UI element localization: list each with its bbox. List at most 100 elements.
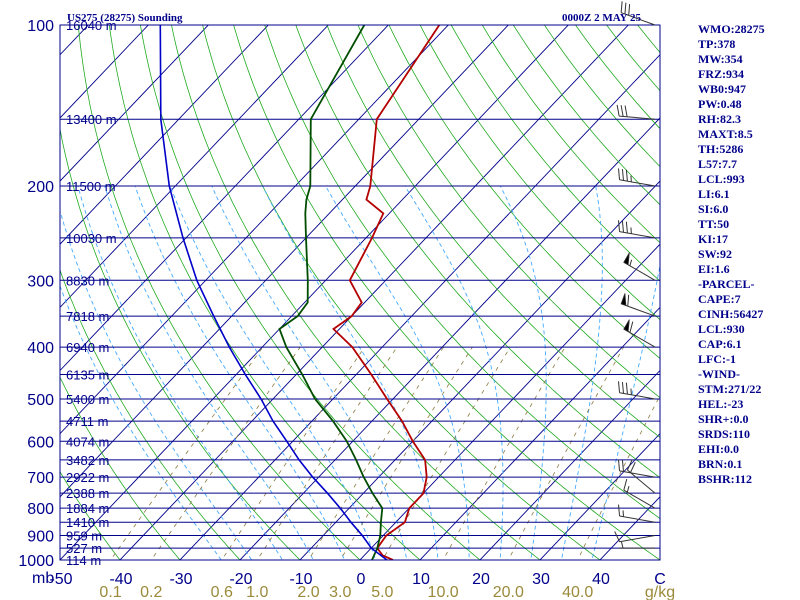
wind-barb: [618, 168, 656, 187]
mixing-ratio-tick-label: 0.2: [140, 584, 162, 600]
mixing-ratio-line: [308, 346, 444, 560]
sounding-index-item: LCL:930: [698, 322, 745, 336]
dry-adiabat-line: [419, 25, 660, 321]
temperature-curve: [332, 25, 441, 560]
sounding-curves: [159, 25, 441, 560]
wind-barb: [623, 319, 656, 348]
wind-barbs: [614, 1, 656, 549]
dry-adiabat-line: [357, 25, 660, 399]
mixing-ratio-line: [507, 346, 624, 560]
height-label: 16040 m: [66, 18, 117, 33]
height-label: 10030 m: [66, 231, 117, 246]
wind-barb: [618, 220, 656, 239]
plot-frame: [59, 24, 661, 561]
sounding-index-item: SI:6.0: [698, 202, 729, 216]
sounding-index-item: BSHR:112: [698, 472, 753, 486]
isotherm-line: [60, 25, 329, 309]
height-label: 5400 m: [66, 392, 109, 407]
mixing-ratio-tick-label: 20.0: [493, 584, 524, 600]
wind-barb: [620, 1, 656, 26]
isotherm-line: [0, 13, 40, 571]
moist-adiabat-line: [499, 185, 547, 560]
temperature-tick-label: -20: [229, 571, 252, 588]
pressure-tick-label: 500: [27, 392, 54, 409]
sounding-index-item: CAP:6.1: [698, 337, 742, 351]
moist-adiabat-line: [325, 185, 470, 560]
wind-barb: [620, 293, 656, 317]
sounding-index-item: KI:17: [698, 232, 728, 246]
isotherm-line: [60, 25, 449, 435]
temperature-tick-label: 10: [412, 571, 430, 588]
isotherm-line: [239, 117, 660, 560]
isotherm-line: [60, 25, 569, 560]
mixing-ratio-line: [150, 346, 301, 560]
height-label: 959 m: [66, 529, 102, 544]
temperature-unit-label: C: [654, 571, 666, 588]
dry-adiabat-line: [60, 269, 241, 560]
pressure-tick-label: 300: [27, 273, 54, 290]
isotherm-line: [359, 243, 660, 560]
isotherm-line: [60, 25, 149, 119]
mixing-ratio-tick-label: 3.0: [329, 584, 351, 600]
mixing-ratio-line: [110, 346, 264, 560]
pressure-tick-label: 1000: [18, 553, 54, 570]
sounding-index-item: -PARCEL-: [698, 277, 755, 291]
moist-adiabat-line: [169, 185, 377, 560]
sounding-index-item: EHI:0.0: [698, 442, 740, 456]
sounding-index-item: MAXT:8.5: [698, 127, 753, 141]
sounding-index-item: BRN:0.1: [698, 457, 743, 471]
temperature-tick-label: -50: [49, 571, 72, 588]
sounding-index-item: WB0:947: [698, 82, 746, 96]
mixing-ratio-tick-label: 40.0: [562, 584, 593, 600]
wind-barb: [618, 459, 656, 478]
dry-adiabat-line: [295, 25, 660, 479]
height-label: 6940 m: [66, 340, 109, 355]
parcel-curve: [159, 25, 388, 560]
mixing-ratio-line: [442, 346, 566, 560]
wind-barb: [626, 459, 656, 494]
sounding-index-item: SRDS:110: [698, 427, 751, 441]
temperature-tick-label: -40: [109, 571, 132, 588]
sounding-index-item: L57:7.7: [698, 157, 737, 171]
sounding-index-item: -WIND-: [698, 367, 740, 381]
height-label: 7818 m: [66, 309, 109, 324]
mixing-ratio-line: [339, 346, 473, 560]
dry-adiabat-line: [264, 25, 660, 520]
dry-adiabat-line: [171, 25, 541, 560]
wind-barb: [623, 252, 656, 281]
sounding-index-item: FRZ:934: [698, 67, 744, 81]
moist-adiabat-line: [77, 185, 283, 560]
moist-adiabat-line: [134, 185, 345, 560]
mixing-ratio-unit-label: g/kg: [645, 584, 675, 600]
sounding-index-item: CINH:56427: [698, 307, 764, 321]
pressure-tick-label: 100: [27, 18, 54, 35]
isotherm-line: [119, 25, 629, 560]
dry-adiabat-line: [77, 25, 361, 560]
temperature-tick-label: 20: [472, 571, 490, 588]
height-label: 3482 m: [66, 453, 109, 468]
sounding-index-item: WMO:28275: [698, 22, 765, 36]
isotherm-line: [60, 25, 389, 372]
pressure-axis-label: mb: [32, 570, 54, 587]
dry-adiabat-line: [233, 25, 660, 560]
wind-barb: [618, 504, 656, 523]
height-label: 527 m: [66, 541, 102, 556]
pressure-tick-label: 800: [27, 501, 54, 518]
wind-barb: [616, 104, 656, 120]
moist-adiabat-line: [60, 284, 222, 560]
sounding-index-item: SHR+:0.0: [698, 412, 749, 426]
wind-barb: [614, 531, 656, 543]
sounding-index-item: EI:1.6: [698, 262, 730, 276]
background-grid: [0, 13, 660, 571]
height-label: 4074 m: [66, 434, 109, 449]
height-label: 1410 m: [66, 515, 109, 530]
moist-adiabat-line: [561, 186, 603, 560]
dry-adiabat-line: [60, 376, 181, 560]
height-label: 2922 m: [66, 470, 109, 485]
height-label: 2388 m: [66, 486, 109, 501]
height-label: 11500 m: [66, 179, 116, 194]
temperature-tick-label: -30: [169, 571, 192, 588]
mixing-ratio-tick-label: 1.0: [246, 584, 268, 600]
mixing-ratio-tick-label: 2.0: [297, 584, 319, 600]
